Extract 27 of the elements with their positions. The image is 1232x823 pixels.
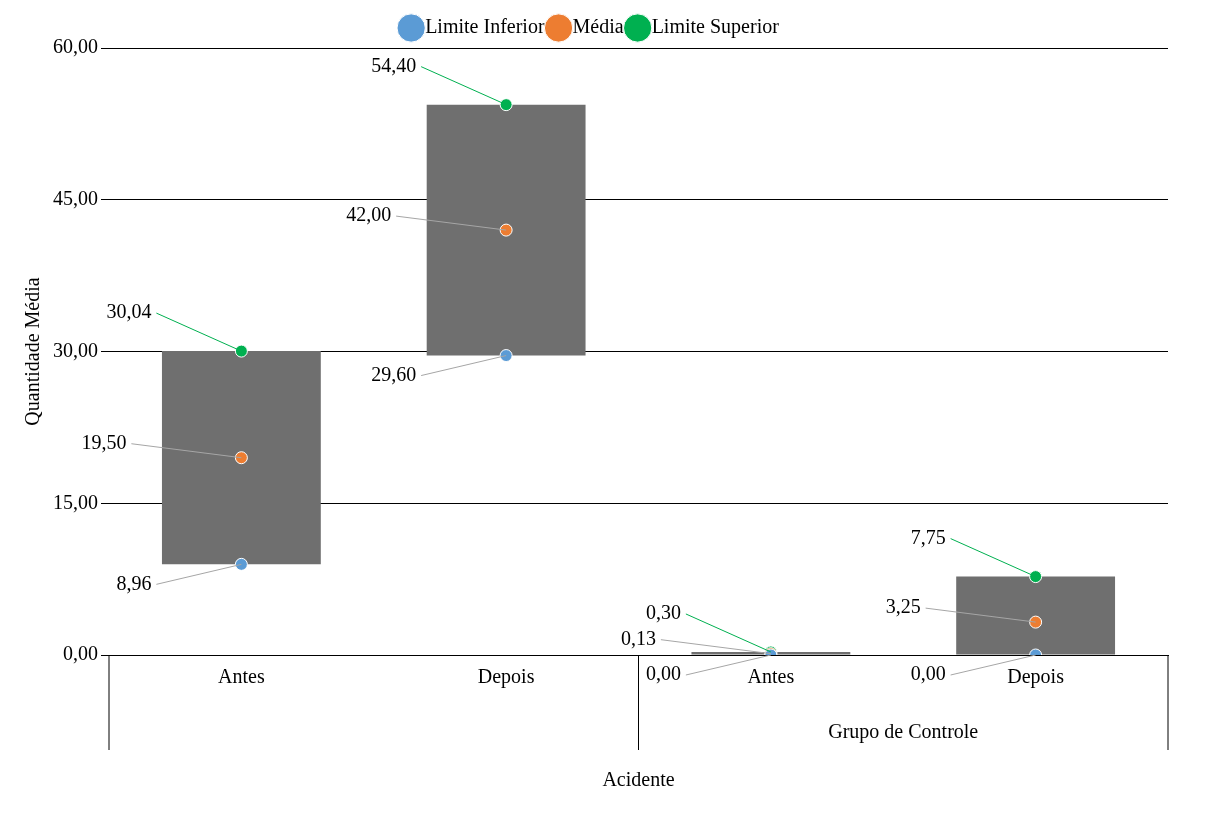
data-label: 0,00: [910, 662, 946, 685]
legend-label: Limite Superior: [651, 15, 780, 39]
data-label: 54,40: [371, 53, 417, 76]
x-tick-label: Antes: [747, 665, 795, 688]
data-label: 3,25: [885, 595, 921, 618]
y-tick-label: 30,00: [53, 338, 98, 361]
data-label: 29,60: [371, 362, 417, 385]
data-label: 19,50: [81, 430, 127, 453]
y-axis-title: Quantidade Média: [21, 277, 44, 426]
data-label: 0,13: [620, 626, 656, 649]
data-label: 42,00: [346, 203, 392, 226]
text: Grupo de Controle: [828, 720, 979, 744]
y-tick-label: 0,00: [63, 642, 98, 665]
data-label: 30,04: [106, 300, 152, 323]
y-tick-label: 15,00: [53, 490, 98, 513]
legend-label: Média: [572, 15, 624, 38]
y-tick-label: 60,00: [53, 35, 98, 58]
x-tick-label: Antes: [218, 665, 265, 688]
x-tick-label: Depois: [1007, 665, 1065, 689]
data-label: 0,30: [645, 601, 681, 624]
data-label: 7,75: [910, 525, 946, 548]
x-tick-label: Depois: [477, 665, 535, 689]
x-axis-title: Acidente: [602, 768, 675, 791]
legend-label: Limite Inferior: [425, 15, 545, 38]
data-label: 0,00: [645, 662, 681, 685]
data-label: 8,96: [116, 571, 152, 594]
y-tick-label: 45,00: [53, 187, 98, 209]
